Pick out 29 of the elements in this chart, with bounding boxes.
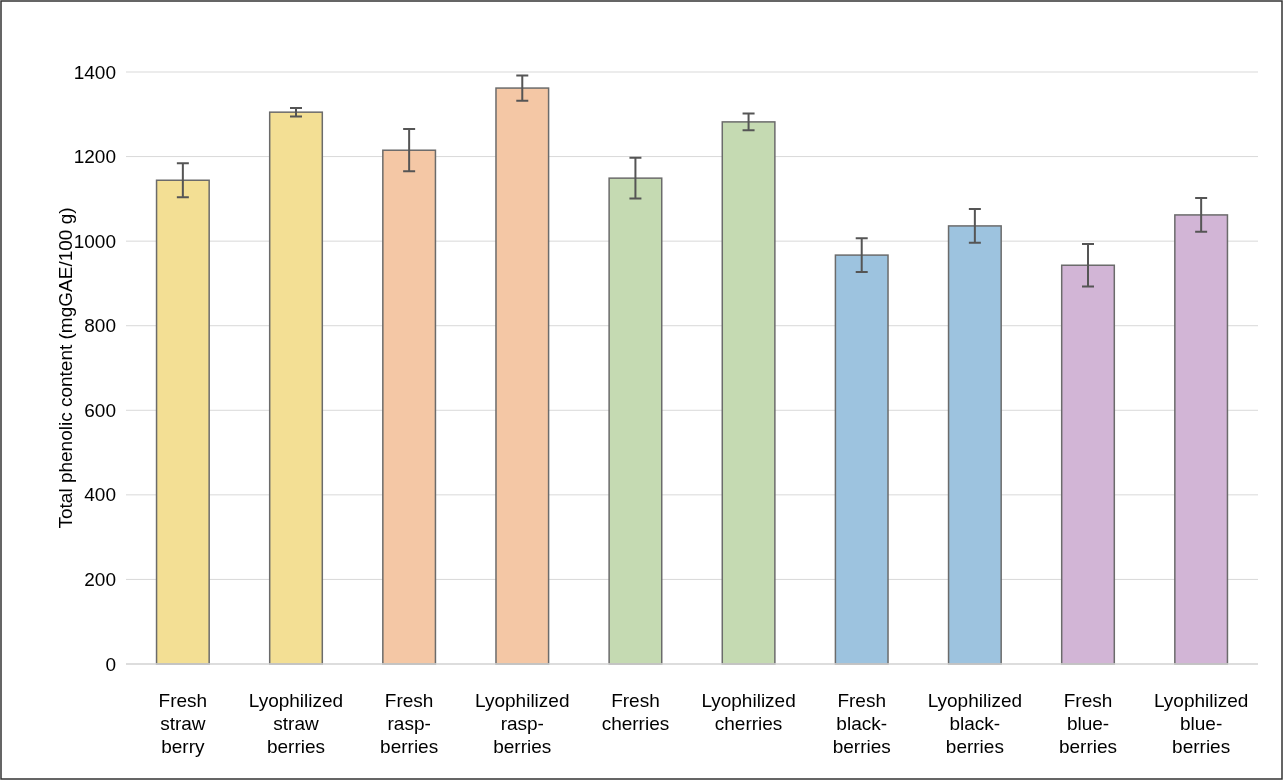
y-tick-label: 400 xyxy=(84,484,116,506)
bar xyxy=(834,254,889,665)
bar xyxy=(155,179,210,665)
x-tick-label: Fresh cherries xyxy=(601,690,670,734)
bar xyxy=(495,87,550,665)
bar xyxy=(947,225,1002,665)
bar xyxy=(1060,264,1116,665)
x-tick-label: Lyophilized blue- berries xyxy=(1153,690,1249,757)
bar xyxy=(382,149,437,665)
y-tick-label: 1200 xyxy=(73,146,116,168)
y-tick-label: 600 xyxy=(84,399,116,421)
y-axis-title: Total phenolic content (mgGAE/100 g) xyxy=(55,207,76,529)
x-tick-label: Lyophilized rasp- berries xyxy=(475,690,570,757)
x-tick-label: Fresh straw berry xyxy=(158,690,208,757)
y-tick-label: 1400 xyxy=(73,61,116,83)
y-tick-label: 1000 xyxy=(73,230,116,252)
bar xyxy=(608,177,663,665)
bar xyxy=(268,111,324,665)
x-tick-label: Fresh black- berries xyxy=(832,690,891,757)
bar xyxy=(1174,214,1229,665)
bar xyxy=(721,121,776,665)
x-tick-label: Lyophilized straw berries xyxy=(248,690,344,757)
y-tick-label: 0 xyxy=(105,653,116,675)
x-tick-label: Fresh blue- berries xyxy=(1058,690,1118,757)
y-tick-label: 200 xyxy=(84,569,116,591)
x-tick-label: Fresh rasp- berries xyxy=(380,690,439,757)
x-tick-label: Lyophilized cherries xyxy=(701,690,796,734)
x-tick-label: Lyophilized black- berries xyxy=(927,690,1023,757)
y-tick-label: 800 xyxy=(84,315,116,337)
